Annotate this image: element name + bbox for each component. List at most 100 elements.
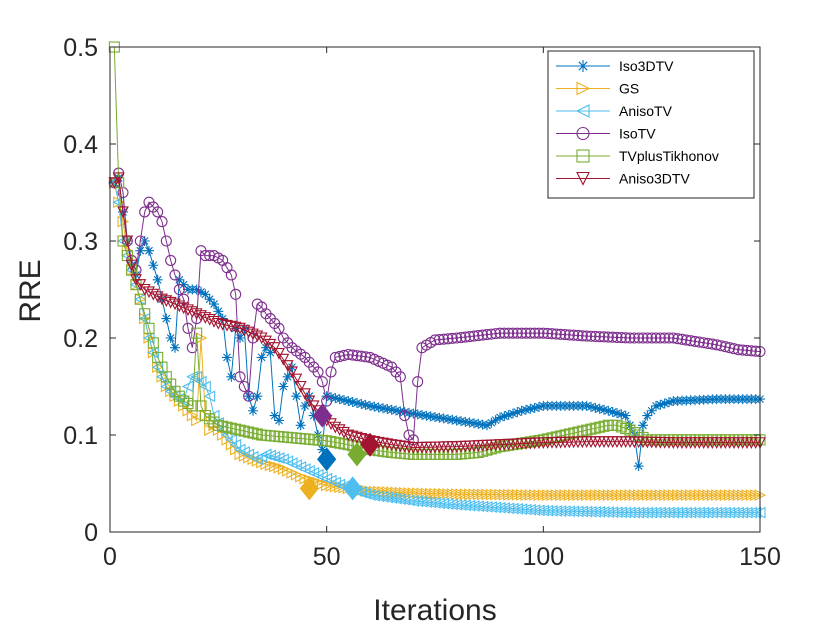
data-point-iso3dtv [612,408,622,419]
data-point-isotv [663,332,675,344]
data-point-iso3dtv [503,409,514,420]
data-point-anisotv [714,506,727,519]
data-point-iso3dtv [482,420,492,431]
data-point-gs [624,489,637,502]
data-point-isotv [152,206,164,218]
data-point-tvplustikhonov [325,436,337,448]
data-point-isotv [732,344,744,356]
data-point-aniso3dtv [351,431,363,444]
data-point-tvplustikhonov [589,422,601,434]
data-point-tvplustikhonov [225,422,237,434]
data-point-iso3dtv [352,397,362,408]
data-point-anisotv [225,433,237,446]
series-isotv [108,167,766,446]
data-point-aniso3dtv [147,288,160,301]
data-point-anisotv [675,506,688,519]
data-point-anisotv [667,506,679,519]
data-point-isotv [728,343,740,355]
data-point-isotv [169,269,181,281]
data-point-iso3dtv [300,400,310,411]
data-point-isotv [724,342,736,354]
data-point-isotv [399,410,411,422]
data-point-aniso3dtv [164,296,177,309]
data-point-gs [676,489,689,502]
data-point-tvplustikhonov [334,437,346,449]
data-point-tvplustikhonov [555,430,567,442]
data-point-aniso3dtv [234,322,246,335]
data-point-isotv [654,332,666,344]
data-point-iso3dtv [274,415,284,426]
data-point-isotv [342,348,354,361]
data-point-isotv [520,327,532,339]
data-point-anisotv [264,449,276,462]
data-point-isotv [633,332,645,344]
data-point-gs [438,487,450,500]
data-point-iso3dtv [343,396,354,407]
data-point-iso3dtv [204,294,215,305]
data-point-tvplustikhonov [329,436,341,448]
data-point-iso3dtv [369,401,380,412]
data-point-iso3dtv [226,371,237,382]
data-point-iso3dtv [326,392,336,403]
series-iso3dtv [109,172,765,472]
data-point-isotv [615,332,627,344]
data-point-anisotv [203,390,216,403]
data-point-isotv [611,331,623,343]
data-point-tvplustikhonov [165,378,177,390]
data-point-anisotv [701,506,714,519]
data-point-aniso3dtv [229,321,242,334]
data-point-gs [299,472,312,485]
data-point-isotv [715,340,727,352]
data-point-anisotv [736,506,749,519]
data-point-anisotv [186,370,198,383]
data-point-iso3dtv [425,411,436,422]
data-point-iso3dtv [386,404,397,415]
x-tick-label: 150 [739,543,781,571]
legend-marker-anisotv [575,104,590,118]
data-point-isotv [745,345,757,357]
data-point-isotv [711,339,723,351]
data-point-isotv [442,333,454,345]
data-point-aniso3dtv [290,373,303,386]
data-point-isotv [607,331,619,343]
data-point-iso3dtv [161,313,172,324]
data-point-isotv [451,332,463,344]
data-point-gs [641,489,654,502]
data-point-tvplustikhonov [477,445,489,457]
data-point-aniso3dtv [398,440,411,453]
data-point-isotv [507,327,519,339]
data-point-anisotv [658,506,671,519]
data-point-iso3dtv [174,274,185,285]
data-point-gs [490,488,502,501]
data-point-gs [633,489,645,502]
legend: Iso3DTV GS AnisoTV IsoTV TVplusTikhonov Aniso… [547,50,755,199]
data-point-tvplustikhonov [243,426,255,438]
data-point-iso3dtv [317,444,328,455]
data-point-iso3dtv [460,416,471,427]
data-point-aniso3dtv [199,312,212,324]
legend-item-gs: GS [556,81,639,97]
data-point-gs [191,414,203,427]
data-point-tvplustikhonov [381,446,393,458]
data-point-isotv [637,332,649,344]
data-point-gs [533,489,546,501]
data-point-gs [446,488,459,500]
data-point-isotv [329,351,341,363]
data-point-gs [576,489,589,502]
data-point-gs [468,488,481,501]
data-point-iso3dtv [447,414,458,425]
data-point-isotv [572,329,584,342]
data-point-gs [529,489,541,501]
data-point-tvplustikhonov [377,445,389,457]
data-point-isotv [351,350,363,362]
data-point-isotv [511,327,523,339]
data-point-gs [594,489,606,502]
data-point-gs [481,488,494,501]
legend-item-aniso3dtv: Aniso3DTV [556,171,690,187]
data-point-isotv [273,322,285,334]
data-point-gs [464,488,476,501]
data-point-aniso3dtv [208,315,220,328]
data-point-gs [498,488,511,501]
data-point-iso3dtv [594,403,605,414]
